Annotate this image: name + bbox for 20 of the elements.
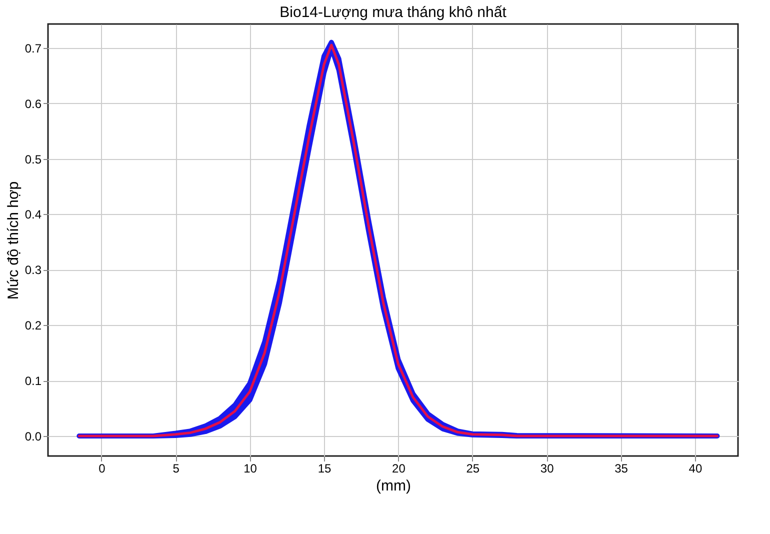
x-tick-label: 10 [244,462,258,476]
x-tick-label: 25 [466,462,480,476]
y-tick-label: 0.0 [24,430,42,444]
x-axis-title: (mm) [376,478,411,494]
y-axis-title: Mức độ thích hợp [4,181,22,300]
x-tick-label: 0 [98,462,106,476]
x-tick-label: 20 [392,462,406,476]
chart-title: Bio14-Lượng mưa tháng khô nhất [280,4,508,21]
y-tick-label: 0.7 [24,41,42,56]
x-tick-label: 40 [688,462,702,476]
y-tick-label: 0.6 [24,96,42,111]
x-tick-label: 30 [540,462,554,476]
y-tick-label: 0.4 [24,208,42,222]
y-tick-label: 0.3 [24,263,42,278]
y-tick-label: 0.1 [24,374,42,388]
x-tick-label: 15 [318,462,332,476]
x-tick-label: 5 [172,462,180,476]
y-tick-label: 0.2 [24,318,42,333]
y-tick-label: 0.5 [24,152,42,166]
x-tick-label: 35 [614,462,628,476]
